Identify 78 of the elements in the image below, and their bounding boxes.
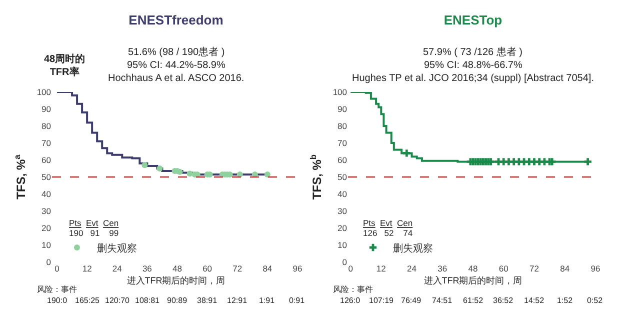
y-tick-label: 50	[42, 172, 52, 182]
text: 120:70	[105, 296, 130, 305]
x-tick-label: 84	[262, 264, 272, 274]
point	[264, 171, 270, 178]
text: 14:52	[524, 296, 545, 305]
y-tick-label: 90	[338, 104, 348, 114]
text: 165:25	[75, 296, 100, 305]
x-tick-label: 48	[468, 264, 478, 274]
text: 107:19	[369, 296, 394, 305]
y-tick-label: 20	[42, 222, 52, 233]
text: 36:52	[493, 296, 514, 305]
x-axis-title: 进入TFR期后的时间，周	[424, 275, 522, 286]
y-tick-label: 20	[338, 222, 348, 233]
y-tick-label: 50	[338, 172, 348, 182]
text: 0:52	[587, 296, 604, 305]
text: 126:0	[340, 296, 361, 305]
legend-label: 删失观察	[96, 242, 137, 254]
text: 1:91	[259, 296, 276, 305]
y-tick-label: 60	[42, 154, 52, 165]
text: Hochhaus A et al. ASCO 2016.	[108, 73, 244, 84]
text: 12:91	[227, 296, 248, 305]
text: 76:49	[401, 296, 422, 305]
annotation: Pts Evt Cen	[69, 218, 119, 228]
x-tick-label: 48	[172, 264, 182, 274]
y-tick-label: 80	[338, 120, 348, 131]
x-tick-label: 24	[407, 264, 417, 274]
chart-subtitle: 57.9% ( 73 /126 患者 ) 95% CI: 48.8%-66.7%	[423, 46, 522, 71]
text: 74:51	[432, 296, 453, 305]
point	[142, 162, 148, 168]
text: 0:91	[289, 296, 306, 305]
text: 1:52	[557, 296, 574, 305]
chart-title: ENESTfreedom	[128, 12, 224, 28]
y-tick-label: 40	[42, 188, 52, 199]
x-tick-label: 60	[202, 264, 212, 274]
y-tick-label: 0	[342, 256, 348, 267]
point	[186, 170, 193, 177]
text: 61:52	[463, 296, 484, 305]
y-tick-label: 100	[36, 86, 52, 97]
text: 190:0	[47, 296, 68, 305]
x-tick-label: 12	[82, 264, 92, 274]
text: Hughes TP et al. JCO 2016;34 (suppl) [Abstract 7054].	[352, 73, 594, 84]
x-tick-label: 0	[54, 264, 60, 274]
x-tick-label: 96	[292, 264, 302, 274]
y-tick-label: 10	[338, 240, 348, 250]
y-tick-label: 40	[338, 188, 348, 199]
legend-label: 删失观察	[393, 242, 433, 254]
y-tick-label: 100	[332, 86, 348, 97]
y-tick-label: 0	[46, 256, 52, 267]
y-tick-label: 90	[42, 104, 52, 114]
text: 38:91	[197, 296, 218, 305]
x-tick-label: 60	[498, 264, 509, 274]
x-tick-label: 36	[142, 264, 152, 274]
y-tick-label: 30	[42, 206, 52, 216]
text: 风险：事件	[333, 285, 373, 294]
x-axis-title: 进入TFR期后的时间，周	[126, 275, 226, 286]
x-tick-label: 72	[529, 264, 540, 274]
x-tick-label: 12	[376, 264, 386, 274]
x-tick-label: 24	[112, 264, 122, 274]
x-tick-label: 84	[560, 264, 570, 274]
point	[156, 166, 163, 172]
y-tick-label: 70	[42, 138, 52, 148]
chart-subtitle: 51.6% (98 / 190患者 ) 95% CI: 44.2%-58.9%	[127, 46, 226, 71]
y-tick-label: 60	[338, 154, 348, 165]
y-tick-label: 80	[42, 120, 52, 131]
annotation: 190 91 99	[69, 228, 119, 238]
text: 风险：事件	[37, 285, 77, 294]
annotation: 126 52 74	[363, 228, 413, 238]
text: 48周时的 TFR率	[44, 53, 86, 78]
chart-title: ENESTop	[444, 12, 502, 28]
y-tick-label: 70	[338, 138, 348, 148]
x-tick-label: 96	[590, 264, 600, 274]
y-tick-label: 10	[42, 240, 52, 250]
text: 108:81	[135, 296, 160, 305]
y-tick-label: 30	[338, 206, 348, 216]
text: 90:89	[167, 296, 188, 305]
x-tick-label: 36	[438, 264, 448, 274]
annotation: Pts Evt Cen	[363, 218, 413, 228]
x-tick-label: 72	[232, 264, 242, 274]
